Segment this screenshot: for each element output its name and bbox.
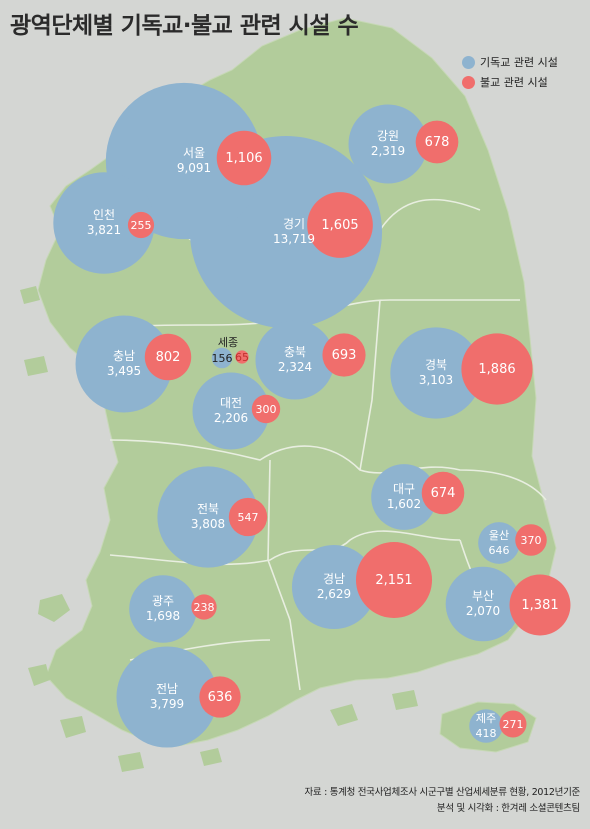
christian-bubble-인천 bbox=[53, 172, 155, 274]
legend-swatch-buddhist bbox=[462, 75, 475, 89]
buddhist-value-인천: 255 bbox=[131, 219, 152, 232]
legend-swatch-christian bbox=[462, 55, 475, 69]
region-name-세종: 세종 bbox=[218, 336, 238, 349]
christian-bubble-충북 bbox=[255, 320, 335, 400]
region-name-광주: 광주 bbox=[152, 594, 174, 608]
buddhist-bubble-부산 bbox=[509, 574, 571, 636]
christian-value-경남: 2,629 bbox=[317, 587, 351, 601]
buddhist-bubble-대전 bbox=[251, 394, 281, 424]
region-name-대구: 대구 bbox=[393, 482, 415, 496]
christian-bubble-대전 bbox=[192, 372, 270, 450]
buddhist-value-광주: 238 bbox=[194, 601, 215, 614]
buddhist-value-부산: 1,381 bbox=[521, 598, 558, 613]
christian-value-강원: 2,319 bbox=[371, 144, 405, 158]
legend-label-buddhist: 불교 관련 시설 bbox=[480, 76, 548, 89]
christian-value-전북: 3,808 bbox=[191, 517, 225, 531]
buddhist-value-경기: 1,605 bbox=[321, 218, 358, 233]
buddhist-bubble-제주 bbox=[499, 710, 527, 738]
buddhist-value-세종: 65 bbox=[235, 351, 249, 364]
legend-item-christian: 기독교 관련 시설 bbox=[462, 52, 558, 72]
christian-bubble-울산 bbox=[478, 522, 520, 564]
christian-value-광주: 1,698 bbox=[146, 609, 180, 623]
legend-label-christian: 기독교 관련 시설 bbox=[480, 56, 558, 69]
christian-bubble-충남 bbox=[75, 315, 173, 413]
buddhist-value-충남: 802 bbox=[156, 350, 181, 365]
buddhist-bubble-전남 bbox=[199, 676, 241, 718]
christian-value-충남: 3,495 bbox=[107, 364, 141, 378]
christian-value-경기: 13,719 bbox=[273, 232, 315, 246]
region-name-울산: 울산 bbox=[489, 529, 509, 542]
christian-value-서울: 9,091 bbox=[177, 161, 211, 175]
buddhist-bubble-경기 bbox=[307, 192, 373, 258]
source-note: 자료 : 통계청 전국사업체조사 시군구별 산업세세분류 현황, 2012년기준… bbox=[304, 785, 580, 817]
buddhist-bubble-울산 bbox=[515, 524, 547, 556]
buddhist-bubble-세종 bbox=[235, 350, 249, 364]
christian-value-전남: 3,799 bbox=[150, 697, 184, 711]
buddhist-bubble-경남 bbox=[355, 541, 433, 619]
christian-bubble-광주 bbox=[129, 575, 197, 643]
buddhist-value-대전: 300 bbox=[256, 403, 277, 416]
buddhist-value-울산: 370 bbox=[521, 534, 542, 547]
buddhist-value-대구: 674 bbox=[431, 486, 456, 501]
region-name-경북: 경북 bbox=[425, 358, 447, 372]
region-name-부산: 부산 bbox=[472, 589, 494, 603]
christian-value-대구: 1,602 bbox=[387, 497, 421, 511]
christian-bubble-대구 bbox=[371, 464, 437, 530]
region-name-경남: 경남 bbox=[323, 572, 345, 586]
region-name-인천: 인천 bbox=[93, 207, 115, 222]
christian-value-대전: 2,206 bbox=[214, 411, 248, 425]
christian-value-세종: 156 bbox=[212, 352, 233, 365]
christian-bubble-전북 bbox=[157, 466, 259, 568]
legend-item-buddhist: 불교 관련 시설 bbox=[462, 72, 558, 92]
region-name-제주: 제주 bbox=[476, 712, 496, 725]
christian-value-제주: 418 bbox=[476, 727, 497, 740]
legend: 기독교 관련 시설 불교 관련 시설 bbox=[462, 52, 558, 92]
christian-bubble-부산 bbox=[445, 566, 521, 642]
buddhist-value-강원: 678 bbox=[425, 135, 450, 150]
region-name-강원: 강원 bbox=[377, 129, 399, 143]
region-name-경기: 경기 bbox=[283, 217, 305, 231]
buddhist-value-서울: 1,106 bbox=[225, 151, 262, 166]
buddhist-value-경남: 2,151 bbox=[375, 573, 412, 588]
chart-title: 광역단체별 기독교·불교 관련 시설 수 bbox=[10, 13, 359, 39]
buddhist-value-경북: 1,886 bbox=[478, 362, 515, 377]
christian-bubble-경남 bbox=[291, 544, 377, 630]
buddhist-bubble-대구 bbox=[421, 471, 465, 515]
christian-bubble-제주 bbox=[469, 709, 503, 743]
buddhist-bubble-충남 bbox=[144, 333, 192, 381]
christian-bubble-세종 bbox=[211, 347, 233, 369]
source-line: 자료 : 통계청 전국사업체조사 시군구별 산업세세분류 현황, 2012년기준 bbox=[304, 787, 580, 798]
region-name-전남: 전남 bbox=[156, 682, 178, 696]
buddhist-bubble-전북 bbox=[228, 497, 268, 537]
christian-value-부산: 2,070 bbox=[466, 604, 500, 618]
buddhist-bubble-광주 bbox=[191, 594, 217, 620]
buddhist-bubble-경북 bbox=[461, 333, 533, 405]
buddhist-bubble-강원 bbox=[415, 120, 459, 164]
region-name-충북: 충북 bbox=[284, 345, 306, 359]
region-name-전북: 전북 bbox=[197, 502, 219, 516]
buddhist-value-전남: 636 bbox=[208, 690, 233, 705]
christian-bubble-경북 bbox=[390, 327, 482, 419]
christian-value-인천: 3,821 bbox=[87, 223, 121, 237]
christian-value-경북: 3,103 bbox=[419, 373, 453, 387]
christian-value-울산: 646 bbox=[489, 544, 510, 557]
credit-line: 분석 및 시각화 : 한겨레 소셜콘텐츠팀 bbox=[436, 803, 580, 814]
buddhist-value-전북: 547 bbox=[238, 511, 259, 524]
buddhist-bubble-인천 bbox=[127, 211, 155, 239]
region-name-서울: 서울 bbox=[183, 146, 205, 160]
christian-bubble-전남 bbox=[116, 646, 218, 748]
region-name-충남: 충남 bbox=[113, 349, 135, 363]
buddhist-value-제주: 271 bbox=[503, 718, 524, 731]
buddhist-value-충북: 693 bbox=[332, 348, 357, 363]
region-name-대전: 대전 bbox=[220, 396, 242, 410]
buddhist-bubble-서울 bbox=[216, 130, 272, 186]
christian-bubble-강원 bbox=[348, 104, 428, 184]
christian-value-충북: 2,324 bbox=[278, 360, 312, 374]
buddhist-bubble-충북 bbox=[322, 333, 366, 377]
